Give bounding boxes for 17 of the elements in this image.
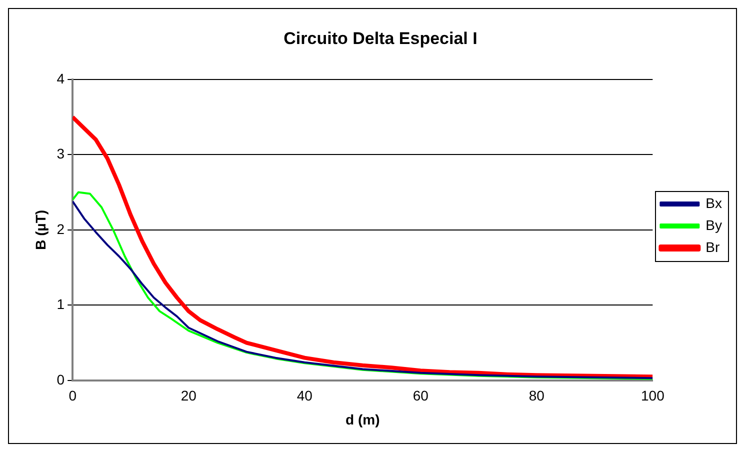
x-axis-title: d (m): [346, 411, 380, 428]
x-tick-label: 100: [640, 388, 665, 404]
y-tick-label: 1: [56, 296, 65, 312]
legend-label: Br: [706, 238, 720, 255]
y-tick-label: 4: [56, 70, 65, 86]
y-axis-title: B (µT): [32, 210, 48, 250]
x-tick-label: 60: [412, 388, 429, 404]
chart-title: Circuito Delta Especial I: [284, 28, 478, 48]
y-tick-label: 3: [56, 146, 65, 162]
x-tick-label: 40: [296, 388, 313, 404]
x-tick-label: 80: [528, 388, 545, 404]
x-tick-label: 0: [68, 388, 77, 404]
legend-label: By: [706, 216, 722, 233]
legend-label: Bx: [706, 194, 722, 211]
x-tick-label: 20: [180, 388, 197, 404]
y-tick-label: 2: [56, 220, 65, 237]
y-tick-label: 0: [56, 371, 65, 388]
